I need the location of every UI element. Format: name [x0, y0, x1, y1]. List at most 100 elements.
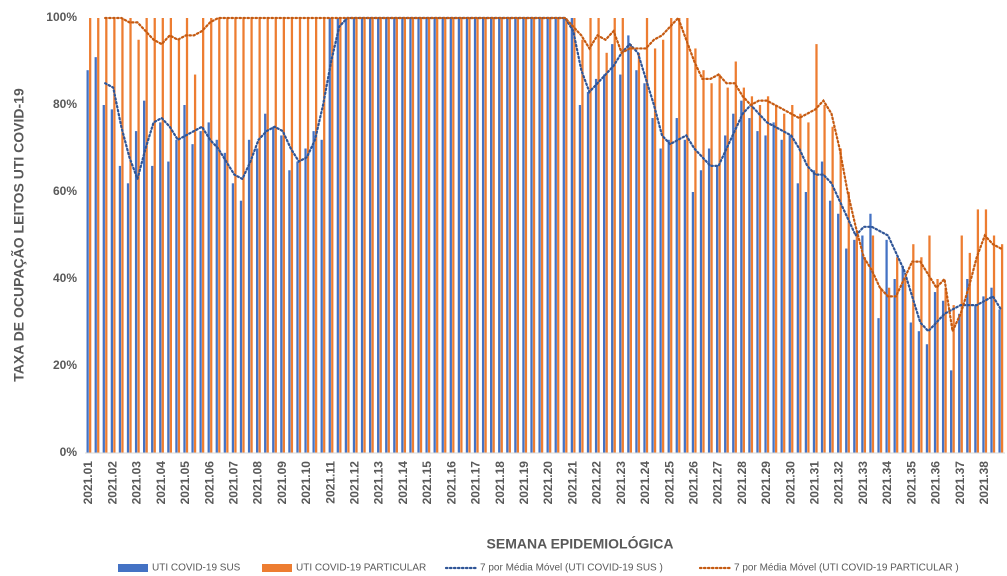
bar [94, 57, 97, 454]
bar [804, 192, 808, 453]
bar [917, 331, 921, 453]
bar [694, 48, 697, 453]
bar [250, 18, 253, 453]
bar [355, 18, 358, 453]
x-tick-label: 2021.31 [808, 461, 822, 505]
bar [732, 113, 735, 453]
bar [242, 18, 245, 453]
x-tick-label: 2021.12 [348, 461, 362, 505]
bar [492, 18, 495, 453]
bar [984, 209, 988, 453]
bar [944, 287, 947, 453]
x-tick-label: 2021.23 [614, 461, 628, 505]
bar [498, 18, 501, 453]
bar [514, 18, 517, 453]
bar [377, 18, 380, 453]
bar [352, 18, 356, 453]
x-tick-label: 2021.26 [686, 461, 700, 505]
bar [417, 18, 420, 453]
bar [788, 135, 791, 453]
bar [637, 52, 641, 454]
bar [863, 257, 867, 453]
bar [958, 313, 961, 453]
x-tick-label: 2021.25 [662, 461, 676, 505]
bar [468, 18, 471, 453]
bar [734, 61, 737, 453]
x-tick-label: 2021.03 [130, 461, 144, 505]
x-tick-label: 2021.14 [396, 461, 410, 505]
bar [368, 18, 372, 453]
y-tick-label: 60% [53, 184, 77, 198]
bar [118, 165, 122, 453]
bar [476, 18, 479, 453]
y-tick-label: 100% [46, 10, 77, 24]
bar [145, 18, 148, 453]
bar [121, 18, 124, 453]
bar [594, 78, 598, 454]
bar [272, 126, 275, 453]
bar [562, 18, 565, 453]
bar [893, 279, 896, 453]
bar [161, 18, 164, 453]
bar [828, 200, 832, 453]
bar [565, 18, 568, 453]
bar [820, 161, 824, 454]
bar [105, 18, 108, 453]
bar [613, 18, 616, 453]
bar [597, 18, 600, 453]
x-tick-label: 2021.19 [517, 461, 531, 505]
bar [199, 131, 202, 453]
x-tick-label: 2021.37 [953, 461, 967, 505]
bar [401, 18, 404, 453]
x-tick-label: 2021.08 [251, 461, 265, 505]
legend-swatch [118, 564, 148, 572]
x-tick-label: 2021.10 [299, 461, 313, 505]
bar [433, 18, 436, 453]
bar [976, 209, 980, 453]
bar [605, 52, 608, 454]
bar [113, 18, 116, 453]
bar [202, 18, 205, 453]
bar [823, 105, 826, 453]
bar [193, 74, 197, 454]
bar [667, 139, 670, 454]
bar [621, 18, 624, 453]
bar [998, 309, 1001, 453]
bar [871, 235, 875, 453]
bar [280, 135, 283, 453]
bar [740, 100, 743, 454]
bar [619, 74, 622, 454]
bar [651, 118, 654, 454]
bar [839, 148, 842, 453]
bar [715, 165, 719, 453]
bar [670, 18, 673, 453]
bar [756, 131, 759, 453]
bar [557, 18, 560, 453]
bar [941, 300, 945, 453]
bar [837, 213, 840, 453]
bar [409, 18, 412, 453]
bar [425, 18, 428, 453]
x-tick-label: 2021.17 [469, 461, 483, 505]
bar [328, 18, 331, 453]
bar [853, 239, 856, 453]
bar [968, 252, 971, 453]
bar [549, 18, 552, 453]
bar [791, 105, 794, 453]
bar [653, 48, 657, 453]
x-tick-label: 2021.16 [444, 461, 458, 505]
bar [371, 18, 374, 453]
legend-label: UTI COVID-19 SUS [152, 563, 241, 574]
bar [686, 18, 689, 453]
bar [490, 18, 493, 453]
bar [320, 139, 323, 454]
bar [912, 244, 915, 453]
bar [683, 139, 686, 454]
x-axis-title: SEMANA EPIDEMIOLÓGICA [487, 535, 674, 552]
bar [452, 18, 455, 453]
bar [89, 18, 92, 453]
bar [304, 148, 307, 453]
bar [750, 96, 754, 454]
bar [904, 279, 907, 453]
moving-average-line [104, 16, 1003, 333]
